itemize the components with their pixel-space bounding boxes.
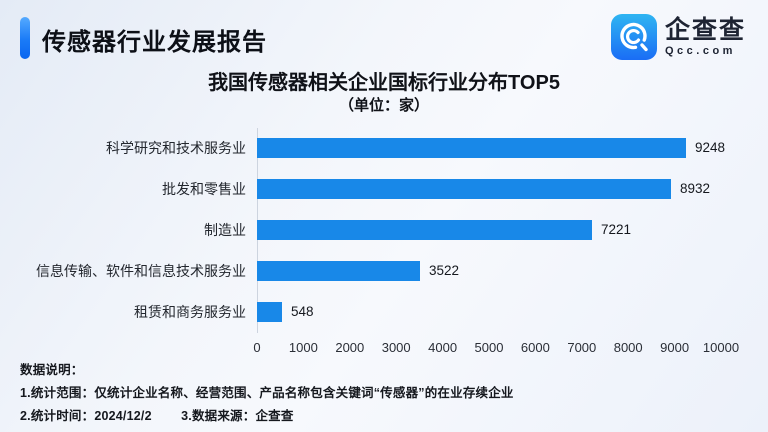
category-label: 租赁和商务服务业 [134,304,246,320]
page-title: 传感器行业发展报告 [42,29,267,56]
category-label: 制造业 [204,222,246,238]
bar [257,138,686,158]
chart-subtitle: （单位：家） [338,97,429,114]
category-label: 科学研究和技术服务业 [106,140,246,156]
qcc-logo-icon [610,14,657,60]
category-label: 批发和零售业 [162,181,246,197]
value-label: 7221 [601,222,632,237]
x-tick-label: 8000 [613,340,643,355]
value-label: 548 [291,304,314,319]
qcc-logo: 企查查 Qcc.com [610,14,746,60]
x-tick-label: 6000 [520,340,550,355]
qcc-logo-text: 企查查 Qcc.com [664,15,746,58]
bar [257,302,282,322]
value-label: 8932 [680,181,711,196]
bar [257,179,671,199]
x-tick-label: 7000 [567,340,597,355]
x-tick-label: 10000 [702,340,740,355]
x-tick-label: 2000 [335,340,365,355]
x-tick-label: 5000 [474,340,504,355]
x-tick-label: 3000 [381,340,411,355]
x-tick-label: 0 [253,340,261,355]
bar [257,220,592,240]
bar [257,261,420,281]
x-tick-label: 4000 [428,340,458,355]
title-accent-bar [20,17,30,59]
footnote-date-source: 2.统计时间：2024/12/2 3.数据来源：企查查 [20,409,294,423]
qcc-brand-en: Qcc.com [664,45,736,58]
footnote-heading: 数据说明： [20,363,84,377]
x-tick-label: 9000 [660,340,690,355]
footnote-scope: 1.统计范围：仅统计企业名称、经营范围、产品名称包含关键词“传感器”的在业存续企… [20,386,514,400]
value-label: 3522 [429,263,460,278]
chart-title: 我国传感器相关企业国标行业分布TOP5 [208,72,560,94]
category-label: 信息传输、软件和信息技术服务业 [36,263,246,279]
qcc-brand-cn: 企查查 [664,15,746,44]
x-tick-label: 1000 [288,340,318,355]
value-label: 9248 [695,140,726,155]
